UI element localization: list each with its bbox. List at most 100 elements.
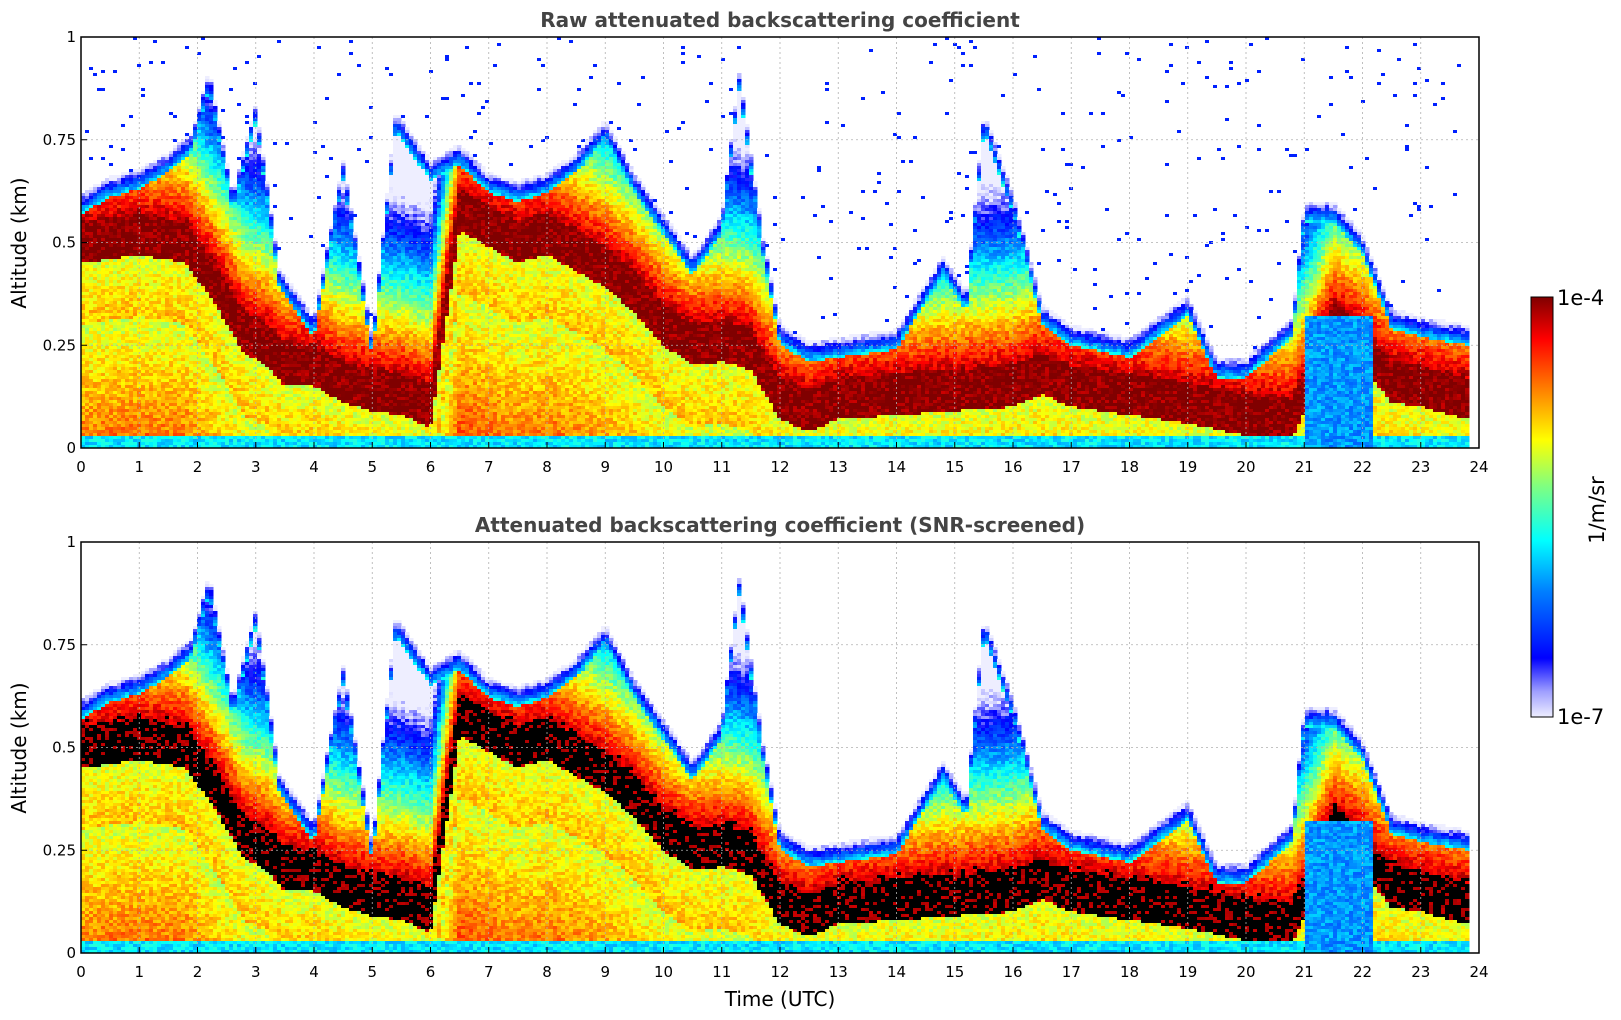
heatmap-cell (233, 418, 238, 422)
heatmap-cell (217, 436, 222, 440)
heatmap-cell (277, 370, 282, 374)
heatmap-cell (85, 289, 90, 293)
heatmap-cell (165, 379, 170, 383)
heatmap-cell (253, 307, 258, 311)
heatmap-cell (189, 391, 194, 395)
heatmap-cell (273, 388, 278, 392)
heatmap-cell (141, 265, 146, 269)
heatmap-cell (257, 382, 262, 386)
heatmap-cell (173, 229, 178, 233)
heatmap-cell (213, 304, 218, 308)
heatmap-cell (125, 340, 130, 344)
heatmap-cell (145, 184, 150, 188)
heatmap-cell (113, 418, 118, 422)
heatmap-cell (97, 238, 102, 242)
heatmap-cell (153, 202, 158, 206)
heatmap-cell (229, 346, 234, 350)
heatmap-cell (273, 310, 278, 314)
heatmap-cell (201, 133, 206, 137)
heatmap-cell (213, 298, 218, 302)
heatmap-cell (93, 385, 98, 389)
heatmap-cell (149, 316, 154, 320)
heatmap-cell (265, 337, 270, 341)
heatmap-cell (193, 316, 198, 320)
heatmap-cell (125, 301, 130, 305)
heatmap-cell (217, 442, 222, 446)
heatmap-cell (189, 274, 194, 278)
heatmap-cell (217, 148, 222, 152)
heatmap-cell (221, 394, 226, 398)
heatmap-cell (277, 334, 282, 338)
heatmap-cell (253, 277, 258, 281)
heatmap-cell (97, 247, 102, 251)
heatmap-cell (85, 322, 90, 326)
heatmap-cell (213, 418, 218, 422)
heatmap-cell (257, 388, 262, 392)
heatmap-cell (141, 313, 146, 317)
heatmap-cell (237, 238, 242, 242)
heatmap-cell (193, 223, 198, 227)
heatmap-cell (129, 334, 134, 338)
heatmap-cell (89, 187, 94, 191)
heatmap-cell (245, 376, 250, 380)
heatmap-cell (201, 367, 206, 371)
heatmap-cell (201, 235, 206, 239)
heatmap-cell (157, 319, 162, 323)
heatmap-cell (161, 184, 166, 188)
heatmap-cell (113, 244, 118, 248)
heatmap-cell (285, 409, 290, 413)
heatmap-cell (121, 280, 126, 284)
heatmap-cell (257, 178, 262, 182)
heatmap-cell (129, 244, 134, 248)
heatmap-cell (205, 76, 210, 80)
heatmap-cell (157, 223, 162, 227)
heatmap-cell (209, 97, 214, 101)
heatmap-cell (169, 355, 174, 359)
heatmap-cell (113, 415, 118, 419)
heatmap-cell (101, 274, 106, 278)
heatmap-cell (173, 190, 178, 194)
heatmap-cell (161, 178, 166, 182)
heatmap-cell (265, 256, 270, 260)
heatmap-cell (237, 319, 242, 323)
heatmap-cell (189, 283, 194, 287)
heatmap-cell (181, 190, 186, 194)
heatmap-cell (253, 388, 258, 392)
heatmap-cell (253, 151, 258, 155)
heatmap-cell (177, 388, 182, 392)
heatmap-cell (117, 307, 122, 311)
heatmap-cell (117, 346, 122, 350)
heatmap-cell (141, 337, 146, 341)
heatmap-cell (233, 235, 238, 239)
heatmap-cell (173, 262, 178, 266)
heatmap-cell (185, 142, 190, 146)
heatmap-cell (265, 220, 270, 224)
heatmap-cell (113, 304, 118, 308)
heatmap-cell (269, 277, 274, 281)
heatmap-cell (189, 409, 194, 413)
heatmap-cell (177, 220, 182, 224)
heatmap-cell (245, 163, 250, 167)
heatmap-cell (165, 283, 170, 287)
heatmap-cell (169, 280, 174, 284)
heatmap-cell (281, 424, 286, 428)
heatmap-cell (161, 253, 166, 257)
heatmap-cell (125, 202, 130, 206)
heatmap-cell (221, 169, 226, 173)
heatmap-cell (209, 424, 214, 428)
heatmap-cell (225, 388, 230, 392)
heatmap-cell (217, 367, 222, 371)
heatmap-cell (281, 373, 286, 377)
heatmap-cell (245, 421, 250, 425)
heatmap-cell (193, 127, 198, 131)
heatmap-cell (157, 190, 162, 194)
heatmap-cell (153, 304, 158, 308)
heatmap-cell (109, 262, 114, 266)
heatmap-cell (193, 175, 198, 179)
heatmap-cell (97, 307, 102, 311)
heatmap-cell (125, 355, 130, 359)
heatmap-cell (133, 211, 138, 215)
heatmap-cell (105, 244, 110, 248)
heatmap-cell (189, 151, 194, 155)
heatmap-cell (201, 394, 206, 398)
